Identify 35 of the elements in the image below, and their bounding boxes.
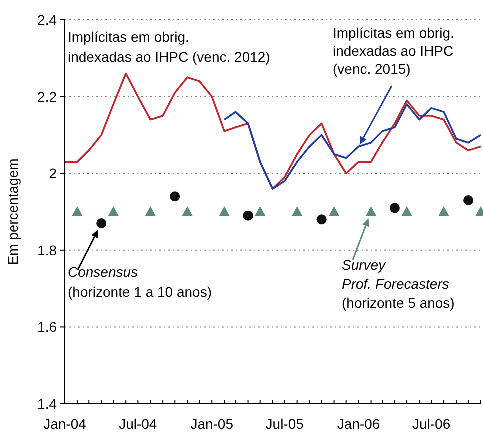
point xyxy=(243,210,254,221)
point xyxy=(72,206,83,216)
point xyxy=(254,206,266,216)
text: Survey Prof. Forecasters (horizonte 5 anos) xyxy=(342,257,455,311)
point xyxy=(328,206,340,216)
point xyxy=(402,206,413,216)
y-tick-label: 1.6 xyxy=(38,319,58,336)
point xyxy=(438,206,450,216)
point xyxy=(170,192,180,202)
x-tick-label: Jul-06 xyxy=(412,416,451,432)
line-series xyxy=(224,104,482,190)
x-tick-label: Jan-06 xyxy=(337,416,380,432)
point xyxy=(316,214,327,225)
point xyxy=(108,206,120,216)
point xyxy=(292,206,303,216)
x-tick-label: Jan-04 xyxy=(44,416,87,432)
y-axis-title: Em percentagem xyxy=(5,158,21,266)
x-tick-label: Jul-04 xyxy=(119,416,158,432)
text: Consensus (horizonte 1 a 10 anos) xyxy=(68,264,212,300)
y-tick-label: 2.2 xyxy=(38,88,58,105)
y-tick-label: 1.8 xyxy=(38,242,58,258)
text: Implícitas em obrig. indexadas ao IHPC (venc. 2015) xyxy=(333,25,454,77)
y-tick-label: 2.4 xyxy=(38,12,58,28)
text: Implícitas em obrig. indexadas ao IHPC (venc. 2012) xyxy=(68,29,270,65)
y-tick-label: 2 xyxy=(49,166,58,182)
x-tick-label: Jan-05 xyxy=(190,416,234,432)
point xyxy=(219,206,230,216)
point xyxy=(96,218,107,229)
point xyxy=(390,203,400,214)
point xyxy=(464,195,474,206)
point xyxy=(182,206,194,216)
point xyxy=(145,206,156,216)
point xyxy=(366,206,377,216)
y-tick-label: 1.4 xyxy=(38,396,58,412)
x-tick-label: Jul-05 xyxy=(266,416,304,432)
